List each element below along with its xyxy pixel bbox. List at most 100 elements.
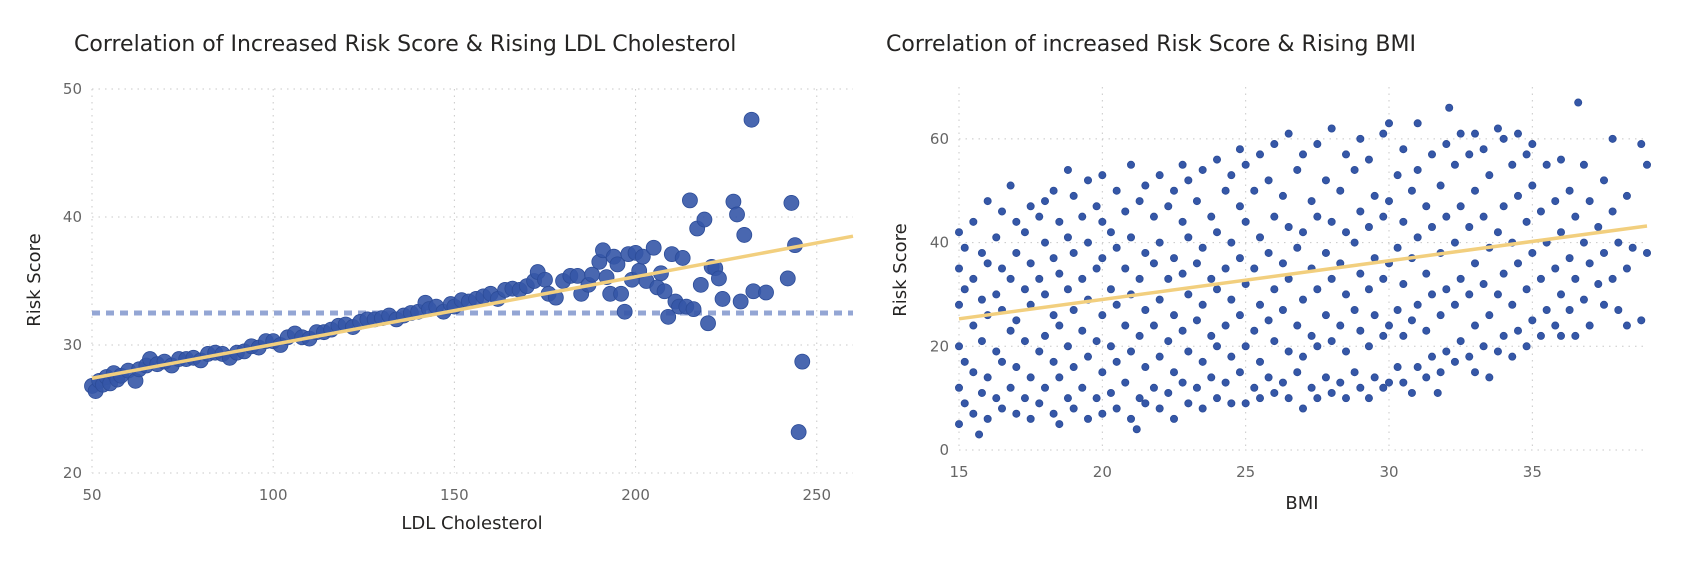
bmi-data-point[interactable] bbox=[1370, 373, 1379, 382]
bmi-data-point[interactable] bbox=[1098, 171, 1107, 180]
bmi-data-point[interactable] bbox=[1227, 352, 1236, 361]
bmi-data-point[interactable] bbox=[1356, 383, 1365, 392]
bmi-data-point[interactable] bbox=[1026, 202, 1035, 211]
bmi-data-point[interactable] bbox=[1241, 342, 1250, 351]
bmi-data-point[interactable] bbox=[1227, 295, 1236, 304]
bmi-data-point[interactable] bbox=[1313, 285, 1322, 294]
bmi-data-point[interactable] bbox=[1450, 300, 1459, 309]
bmi-data-point[interactable] bbox=[1049, 409, 1058, 418]
bmi-data-point[interactable] bbox=[977, 388, 986, 397]
bmi-data-point[interactable] bbox=[1428, 290, 1437, 299]
bmi-data-point[interactable] bbox=[1213, 394, 1222, 403]
bmi-data-point[interactable] bbox=[1020, 228, 1029, 237]
bmi-data-point[interactable] bbox=[1155, 295, 1164, 304]
bmi-data-point[interactable] bbox=[1499, 134, 1508, 143]
bmi-data-point[interactable] bbox=[1493, 228, 1502, 237]
bmi-data-point[interactable] bbox=[1141, 248, 1150, 257]
bmi-data-point[interactable] bbox=[1356, 326, 1365, 335]
bmi-data-point[interactable] bbox=[1106, 228, 1115, 237]
bmi-data-point[interactable] bbox=[1465, 150, 1474, 159]
bmi-data-point[interactable] bbox=[1356, 269, 1365, 278]
bmi-data-point[interactable] bbox=[1112, 300, 1121, 309]
bmi-data-point[interactable] bbox=[1364, 285, 1373, 294]
bmi-data-point[interactable] bbox=[1184, 399, 1193, 408]
bmi-data-point[interactable] bbox=[998, 357, 1007, 366]
bmi-data-point[interactable] bbox=[1084, 352, 1093, 361]
bmi-data-point[interactable] bbox=[1170, 186, 1179, 195]
bmi-data-point[interactable] bbox=[1049, 311, 1058, 320]
bmi-data-point[interactable] bbox=[1069, 248, 1078, 257]
bmi-data-point[interactable] bbox=[1041, 290, 1050, 299]
bmi-data-point[interactable] bbox=[1321, 176, 1330, 185]
bmi-data-point[interactable] bbox=[1256, 394, 1265, 403]
bmi-data-point[interactable] bbox=[1178, 217, 1187, 226]
bmi-data-point[interactable] bbox=[1141, 305, 1150, 314]
bmi-data-point[interactable] bbox=[1299, 352, 1308, 361]
bmi-data-point[interactable] bbox=[1436, 311, 1445, 320]
bmi-data-point[interactable] bbox=[983, 414, 992, 423]
bmi-data-point[interactable] bbox=[1069, 191, 1078, 200]
bmi-data-point[interactable] bbox=[1112, 186, 1121, 195]
bmi-data-point[interactable] bbox=[1055, 420, 1064, 429]
bmi-data-point[interactable] bbox=[1342, 394, 1351, 403]
bmi-data-point[interactable] bbox=[1479, 145, 1488, 154]
bmi-data-point[interactable] bbox=[1121, 378, 1130, 387]
bmi-data-point[interactable] bbox=[1514, 259, 1523, 268]
bmi-data-point[interactable] bbox=[1413, 233, 1422, 242]
bmi-data-point[interactable] bbox=[1264, 316, 1273, 325]
bmi-data-point[interactable] bbox=[1207, 274, 1216, 283]
bmi-data-point[interactable] bbox=[1450, 357, 1459, 366]
bmi-data-point[interactable] bbox=[1508, 300, 1517, 309]
ldl-data-point[interactable] bbox=[660, 308, 677, 325]
bmi-data-point[interactable] bbox=[1198, 357, 1207, 366]
bmi-data-point[interactable] bbox=[1614, 238, 1623, 247]
bmi-data-point[interactable] bbox=[1393, 243, 1402, 252]
bmi-data-point[interactable] bbox=[1192, 316, 1201, 325]
bmi-data-point[interactable] bbox=[1565, 186, 1574, 195]
bmi-data-point[interactable] bbox=[1293, 243, 1302, 252]
bmi-data-point[interactable] bbox=[983, 373, 992, 382]
bmi-data-point[interactable] bbox=[955, 300, 964, 309]
bmi-data-point[interactable] bbox=[1585, 321, 1594, 330]
bmi-data-point[interactable] bbox=[1221, 264, 1230, 273]
bmi-data-point[interactable] bbox=[1536, 331, 1545, 340]
bmi-data-point[interactable] bbox=[1307, 331, 1316, 340]
bmi-data-point[interactable] bbox=[969, 321, 978, 330]
bmi-data-point[interactable] bbox=[1336, 186, 1345, 195]
bmi-data-point[interactable] bbox=[1608, 274, 1617, 283]
bmi-data-point[interactable] bbox=[1178, 326, 1187, 335]
ldl-data-point[interactable] bbox=[609, 256, 626, 273]
bmi-data-point[interactable] bbox=[1528, 181, 1537, 190]
bmi-data-point[interactable] bbox=[1078, 212, 1087, 221]
bmi-data-point[interactable] bbox=[1428, 223, 1437, 232]
bmi-data-point[interactable] bbox=[1413, 119, 1422, 128]
bmi-data-point[interactable] bbox=[1293, 165, 1302, 174]
bmi-data-point[interactable] bbox=[1637, 140, 1646, 149]
bmi-data-point[interactable] bbox=[998, 264, 1007, 273]
ldl-data-point[interactable] bbox=[685, 301, 702, 318]
bmi-data-point[interactable] bbox=[998, 404, 1007, 413]
bmi-data-point[interactable] bbox=[1471, 129, 1480, 138]
bmi-data-point[interactable] bbox=[1026, 414, 1035, 423]
bmi-data-point[interactable] bbox=[1012, 409, 1021, 418]
bmi-data-point[interactable] bbox=[1528, 140, 1537, 149]
bmi-data-point[interactable] bbox=[1198, 300, 1207, 309]
bmi-data-point[interactable] bbox=[1299, 295, 1308, 304]
bmi-data-point[interactable] bbox=[1227, 171, 1236, 180]
bmi-data-point[interactable] bbox=[1379, 331, 1388, 340]
bmi-data-point[interactable] bbox=[1049, 357, 1058, 366]
bmi-data-point[interactable] bbox=[1471, 321, 1480, 330]
bmi-data-point[interactable] bbox=[1579, 160, 1588, 169]
bmi-data-point[interactable] bbox=[1264, 373, 1273, 382]
bmi-data-point[interactable] bbox=[1643, 160, 1652, 169]
bmi-data-point[interactable] bbox=[1041, 331, 1050, 340]
bmi-data-point[interactable] bbox=[1006, 326, 1015, 335]
bmi-data-point[interactable] bbox=[1508, 160, 1517, 169]
bmi-data-point[interactable] bbox=[1442, 285, 1451, 294]
bmi-data-point[interactable] bbox=[1192, 259, 1201, 268]
bmi-data-point[interactable] bbox=[1041, 197, 1050, 206]
bmi-data-point[interactable] bbox=[1350, 368, 1359, 377]
bmi-data-point[interactable] bbox=[1450, 160, 1459, 169]
bmi-data-point[interactable] bbox=[1270, 285, 1279, 294]
bmi-data-point[interactable] bbox=[1055, 217, 1064, 226]
